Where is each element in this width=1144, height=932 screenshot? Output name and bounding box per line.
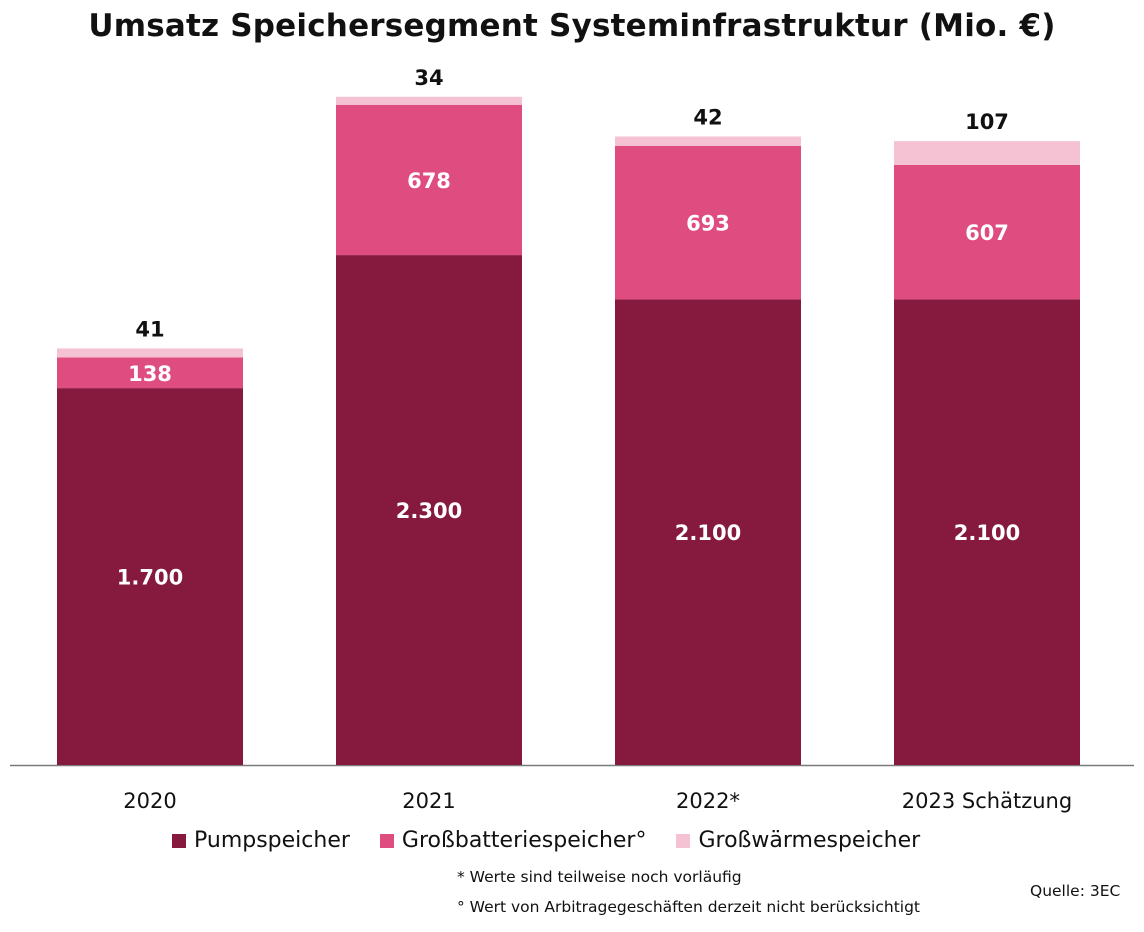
- bar-segment-0-3: [894, 299, 1080, 765]
- data-label-2-0: 41: [135, 317, 164, 341]
- data-label-0-1: 2.300: [396, 499, 462, 523]
- data-label-0-3: 2.100: [954, 521, 1020, 545]
- bar-segment-0-2: [615, 299, 801, 765]
- chart-title: Umsatz Speichersegment Systeminfrastrukt…: [88, 8, 1056, 44]
- data-label-2-3: 107: [965, 110, 1009, 134]
- legend-swatch-grosswaermespeicher: [676, 833, 691, 848]
- data-label-1-0: 138: [128, 362, 172, 386]
- bar-segment-2-2: [615, 136, 801, 146]
- data-label-1-1: 678: [407, 169, 451, 193]
- data-label-2-1: 34: [414, 66, 443, 90]
- legend-label-pumpspeicher: Pumpspeicher: [194, 828, 350, 853]
- bar-segment-2-3: [894, 141, 1080, 165]
- data-label-1-2: 693: [686, 212, 730, 236]
- bar-segment-1-2: [615, 145, 801, 300]
- x-tick-label-2: 2022*: [676, 789, 740, 813]
- footnote-preliminary: * Werte sind teilweise noch vorläufig: [457, 868, 742, 886]
- footnote-arbitrage: ° Wert von Arbitragegeschäften derzeit n…: [457, 898, 921, 916]
- data-label-2-2: 42: [693, 105, 722, 129]
- bar-segment-1-3: [894, 164, 1080, 300]
- data-label-1-3: 607: [965, 221, 1009, 245]
- bar-segment-2-0: [57, 348, 243, 358]
- legend-swatch-grossbatteriespeicher: [379, 833, 394, 848]
- bar-segment-1-0: [57, 357, 243, 389]
- legend-swatch-pumpspeicher: [172, 833, 186, 848]
- legend-item-grosswaermespeicher: Großwärmespeicher: [676, 828, 920, 853]
- legend-label-grosswaermespeicher: Großwärmespeicher: [698, 828, 921, 853]
- bar-segment-0-0: [57, 388, 243, 765]
- x-tick-label-1: 2021: [402, 789, 455, 813]
- source-label: Quelle: 3EC: [1030, 882, 1121, 900]
- bar-segment-0-1: [336, 255, 522, 765]
- legend-item-grossbatteriespeicher: Großbatteriespeicher°: [379, 828, 647, 853]
- legend-label-grossbatteriespeicher: Großbatteriespeicher°: [401, 828, 647, 853]
- legend-item-pumpspeicher: Pumpspeicher: [172, 828, 350, 853]
- data-label-0-0: 1.700: [117, 566, 183, 590]
- x-tick-label-3: 2023 Schätzung: [902, 789, 1072, 813]
- bar-segment-1-1: [336, 104, 522, 256]
- legend: Pumpspeicher Großbatteriespeicher° Großw…: [172, 828, 950, 853]
- bar-segment-2-1: [336, 96, 522, 105]
- data-label-0-2: 2.100: [675, 521, 741, 545]
- x-tick-label-0: 2020: [123, 789, 176, 813]
